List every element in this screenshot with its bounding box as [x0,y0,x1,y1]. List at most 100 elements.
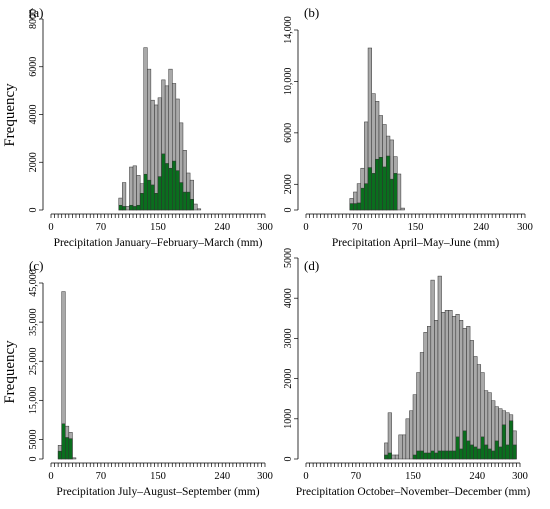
subset-bar [501,424,506,460]
total-bar [430,279,435,460]
total-bar [441,312,446,460]
x-axis-label: Precipitation January–February–March (mm… [54,237,263,249]
x-tick-label: 240 [473,222,489,233]
total-bar [419,352,424,460]
total-bar [129,166,134,211]
x-tick-label: 240 [214,222,230,233]
subset-bar [172,160,177,211]
x-tick-label: 240 [214,471,230,482]
total-bar [391,454,396,460]
total-bar [405,418,410,460]
y-tick-label: 6000 [283,123,294,143]
subset-bar [65,437,70,460]
total-bar [427,326,432,460]
subset-bar [469,444,474,460]
subset-bar [378,157,383,211]
subset-bar [157,176,162,211]
total-bar [409,410,414,460]
y-tick-label: 4000 [283,288,294,308]
subset-bar [386,155,391,211]
subset-bar [356,202,362,211]
subset-bar [182,191,187,211]
total-bar [416,372,421,460]
x-tick-label: 240 [469,471,485,482]
y-tick-label: 5000 [283,248,294,268]
subset-bar [473,446,478,460]
total-bar [397,173,402,211]
panel-tag: (b) [304,5,319,20]
y-tick-label: 2000 [28,152,39,172]
subset-bar [505,444,510,460]
y-tick-label: 0 [283,208,294,213]
total-bar [434,320,439,460]
subset-bar [375,158,380,211]
subset-bar [143,173,148,211]
total-bar [402,434,407,460]
subset-bar [168,167,173,211]
chart-panel-2: 0 70 150 240 300 0 2000 6000 10,000 14,000 Precipi… [283,5,533,249]
subset-bar [487,448,492,460]
total-bar [412,394,417,460]
subset-bar [384,454,389,460]
y-tick-label: 15,000 [28,387,39,415]
subset-bar [466,440,471,460]
total-bar [72,457,77,460]
subset-bar [423,452,428,460]
subset-bar [61,423,66,460]
total-bar [122,182,127,211]
total-bar [437,275,442,460]
subset-bar [367,167,372,211]
subset-bar [427,452,432,460]
panel-tag: (c) [29,258,43,273]
chart-panel-1: 0 70 150 240 300 0 2000 4000 6000 8000 Precipitati… [2,5,273,249]
subset-bar [364,183,369,211]
subset-bar [491,450,496,460]
x-tick-label: 150 [150,222,166,233]
total-bar [400,207,405,211]
subset-bar [441,450,446,460]
subset-bar [459,448,464,460]
subset-bar [437,450,442,460]
subset-bar [382,166,387,211]
subset-bar [57,450,62,460]
x-tick-label: 70 [352,222,363,233]
subset-bar [434,452,439,460]
total-bar [448,310,453,460]
x-tick-label: 300 [517,222,533,233]
subset-bar [349,203,354,211]
subset-bar [161,153,166,211]
x-tick-label: 150 [408,222,424,233]
subset-bar [455,436,460,460]
y-tick-label: 4000 [28,105,39,125]
y-tick-label: 6000 [28,57,39,77]
total-bar [466,326,471,460]
y-tick-label: 8000 [28,9,39,29]
subset-bar [484,444,489,460]
x-axis-label: Precipitation April–May–June (mm) [332,237,500,249]
total-bar [132,165,137,211]
subset-bar [444,450,449,460]
subset-bar [150,184,155,211]
y-tick-label: 14,000 [283,16,294,44]
total-bar [136,175,141,211]
subset-bar [132,206,137,211]
subset-bar [389,178,394,211]
x-tick-label: 150 [405,471,421,482]
x-tick-label: 70 [96,471,107,482]
total-bar [469,340,474,460]
panel-tag: (a) [29,5,43,20]
subset-bar [462,430,467,460]
subset-bar [129,204,134,211]
subset-bar [412,454,417,460]
subset-bar [494,440,499,460]
x-tick-label: 0 [48,471,53,482]
total-bar [459,320,464,460]
total-bar [394,454,399,460]
y-axis-label: Frequency [2,340,18,404]
subset-bar [416,450,421,460]
y-tick-label: 0 [28,457,39,462]
subset-bar [360,187,365,211]
x-tick-label: 70 [351,471,362,482]
y-tick-label: 1000 [283,409,294,429]
